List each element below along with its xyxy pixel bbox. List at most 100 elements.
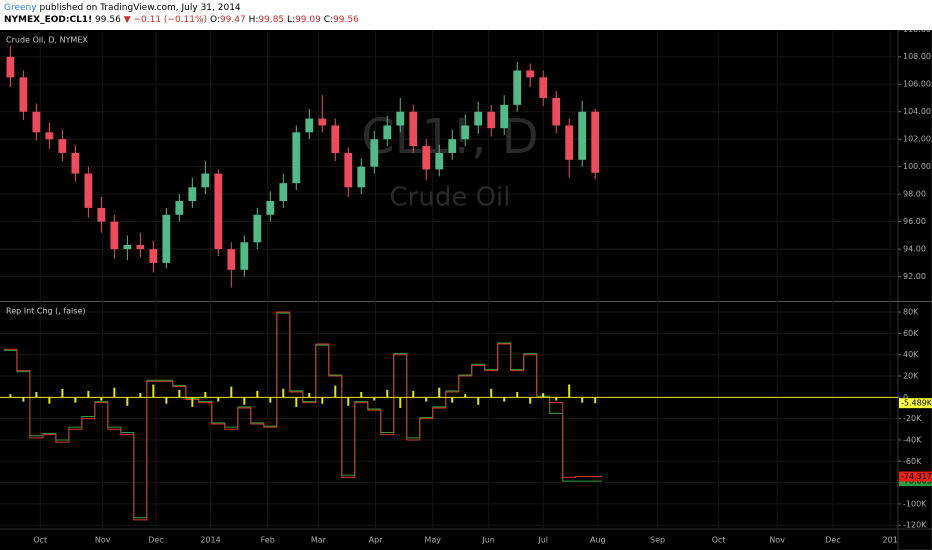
candle xyxy=(240,235,249,277)
x-tick-label: Oct xyxy=(712,536,726,545)
candle xyxy=(266,191,275,222)
candle-body xyxy=(305,118,314,133)
l-label: L: xyxy=(287,15,296,25)
y-tick-label: -20K xyxy=(903,414,922,423)
candle xyxy=(591,108,600,180)
candle-body xyxy=(214,173,223,250)
candle-body xyxy=(136,245,145,250)
histogram-bar xyxy=(373,397,376,401)
candle-body xyxy=(84,173,93,208)
candle-body xyxy=(175,201,184,215)
histogram-bar xyxy=(139,393,142,398)
histogram-bar xyxy=(61,388,64,398)
candle-body xyxy=(45,132,54,140)
last-value-box xyxy=(899,398,932,409)
y-tick-label: 40K xyxy=(903,350,919,359)
candle xyxy=(19,70,28,120)
x-tick-label: Nov xyxy=(95,536,111,545)
candle-body xyxy=(383,125,392,140)
histogram-bar xyxy=(555,397,558,401)
histogram-bar xyxy=(321,397,324,404)
histogram-bar xyxy=(22,397,25,402)
candle xyxy=(344,147,353,197)
x-tick-label: Jul xyxy=(537,536,548,545)
candle xyxy=(149,240,158,273)
candle-body xyxy=(292,132,301,184)
candle xyxy=(32,103,41,141)
candle-body xyxy=(32,111,41,133)
y-tick-label: 92.00 xyxy=(903,272,926,281)
candle-body xyxy=(435,152,444,170)
quote-line: NYMEX_EOD:CL1! 99.56 ▼ −0.11 (−0.11%) O:… xyxy=(4,14,928,26)
x-tick-label: Sep xyxy=(650,536,665,545)
x-tick-label: Mar xyxy=(311,536,327,545)
x-tick-label: 2014 xyxy=(200,536,220,545)
symbol: NYMEX_EOD:CL1! xyxy=(4,15,93,25)
candle xyxy=(45,122,54,149)
candle-body xyxy=(240,242,249,270)
candle xyxy=(539,70,548,107)
candle-body xyxy=(487,111,496,129)
candle xyxy=(370,130,379,174)
pane-title: Rep Int Chg (, false) xyxy=(6,307,86,316)
candle xyxy=(578,100,587,167)
candle xyxy=(292,125,301,191)
y-tick-label: 0 xyxy=(903,393,908,402)
candle xyxy=(461,114,470,147)
histogram-bar xyxy=(581,397,584,403)
candle-body xyxy=(331,125,340,153)
candle xyxy=(357,158,366,195)
histogram-bar xyxy=(126,397,129,406)
y-tick-label: 60K xyxy=(903,329,919,338)
candle-body xyxy=(58,139,67,153)
last-value-box xyxy=(899,471,932,482)
candle xyxy=(227,242,236,288)
step-line xyxy=(3,312,602,519)
candle-body xyxy=(227,249,236,270)
y-tick-label: 110.00 xyxy=(903,30,931,34)
candle xyxy=(396,97,405,133)
price-axis xyxy=(897,30,932,550)
last: 99.56 xyxy=(95,15,121,25)
open: 99.47 xyxy=(219,15,246,25)
histogram-bar xyxy=(295,397,298,407)
candle-body xyxy=(188,187,197,202)
histogram-bar xyxy=(230,386,233,398)
histogram-bar xyxy=(516,391,519,398)
y-tick-label: 96.00 xyxy=(903,217,926,226)
pane-title: Crude Oil, D, NYMEX xyxy=(6,36,88,45)
candle-body xyxy=(500,104,509,129)
step-line xyxy=(3,311,602,521)
low: 99.09 xyxy=(295,15,321,25)
author[interactable]: Greeny xyxy=(4,3,37,13)
histogram-bar xyxy=(334,385,337,398)
candle-body xyxy=(253,214,262,243)
histogram-bar xyxy=(529,397,532,404)
y-tick-label: -60K xyxy=(903,457,922,466)
y-tick-label: -40K xyxy=(903,435,922,444)
candle xyxy=(71,144,80,182)
candle-body xyxy=(474,111,483,126)
histogram-bar xyxy=(217,397,220,402)
candle-body xyxy=(552,97,561,126)
histogram-bar xyxy=(269,397,272,403)
candle-body xyxy=(513,70,522,105)
candle xyxy=(175,194,184,222)
histogram-bar xyxy=(477,397,480,405)
candle-body xyxy=(539,77,548,98)
high: 99.85 xyxy=(258,15,285,25)
candle-body xyxy=(591,111,600,173)
histogram-bar xyxy=(503,397,506,402)
histogram-bar xyxy=(594,397,597,404)
candle xyxy=(487,104,496,137)
histogram-bar xyxy=(243,397,246,405)
y-tick-label: 98.00 xyxy=(903,190,926,199)
x-tick-label: 201 xyxy=(883,536,898,545)
h-label: H: xyxy=(248,15,259,25)
histogram-bar xyxy=(412,390,415,398)
chart: Oct Nov Dec 2014 Feb Mar Apr May Jun Jul Aug Sep Oct… xyxy=(0,30,932,550)
candle-body xyxy=(357,166,366,188)
histogram-bar xyxy=(48,397,51,404)
histogram-bar xyxy=(347,397,350,406)
change: ▼ −0.11 (−0.11%) xyxy=(123,15,208,25)
